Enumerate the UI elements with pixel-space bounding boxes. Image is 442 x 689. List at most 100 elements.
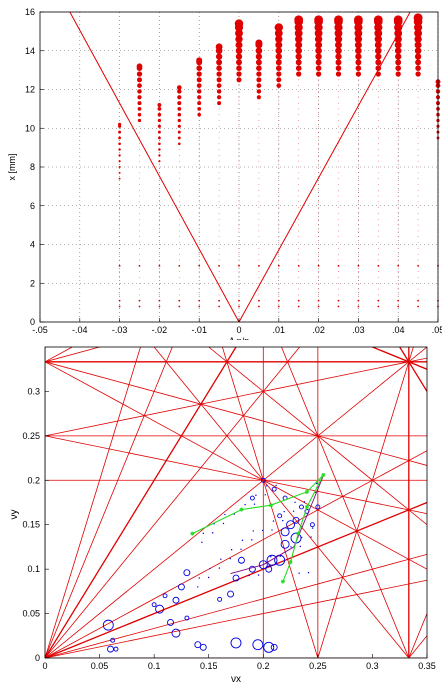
data-point <box>198 184 200 185</box>
tune-dot <box>240 548 242 550</box>
data-point <box>235 35 243 43</box>
data-point <box>338 230 339 232</box>
data-point <box>417 120 419 121</box>
data-point <box>139 149 140 150</box>
data-point <box>255 53 263 60</box>
data-point <box>178 201 180 203</box>
data-point <box>394 41 402 49</box>
data-point <box>238 236 240 238</box>
data-point <box>159 166 160 168</box>
tune-dot <box>271 529 273 531</box>
data-point <box>318 253 319 255</box>
data-point <box>278 143 280 145</box>
data-point <box>417 102 419 104</box>
data-point <box>417 143 419 145</box>
data-point <box>358 294 359 296</box>
data-point <box>397 207 399 209</box>
tune-dot <box>298 572 300 574</box>
data-point <box>335 53 342 60</box>
data-point <box>238 114 240 116</box>
x-tick-label: -.05 <box>32 325 48 335</box>
resonance-line <box>45 435 427 514</box>
data-point <box>119 259 120 261</box>
data-point <box>318 294 319 296</box>
data-point <box>238 137 240 139</box>
tune-dot <box>253 503 256 505</box>
data-point <box>258 108 260 110</box>
data-point <box>375 65 382 71</box>
resonance-line <box>153 347 410 658</box>
data-point <box>258 264 260 267</box>
data-point <box>298 125 300 127</box>
data-point <box>338 131 339 133</box>
tune-point <box>271 486 277 492</box>
data-point <box>334 15 343 25</box>
x-tick-label: 0.25 <box>309 661 327 671</box>
data-point <box>417 155 419 156</box>
data-point <box>196 77 202 83</box>
data-point <box>118 177 121 180</box>
data-point <box>338 218 339 220</box>
data-point <box>417 259 419 261</box>
data-point <box>397 253 399 255</box>
data-point <box>417 218 419 220</box>
data-point <box>278 96 280 98</box>
resonance-line <box>399 347 427 392</box>
data-point <box>118 299 121 302</box>
y-tick-label: 0.25 <box>22 431 40 441</box>
data-point <box>274 29 283 38</box>
data-point <box>159 259 160 261</box>
resonance-line <box>45 347 173 658</box>
data-point <box>235 53 243 60</box>
data-point <box>338 195 339 197</box>
x-tick-label: .04 <box>392 325 405 335</box>
data-point <box>238 230 240 232</box>
y-tick-label: 0.1 <box>27 564 40 574</box>
data-point <box>358 178 359 179</box>
data-point <box>119 248 120 249</box>
data-point <box>258 259 260 261</box>
tune-dot <box>257 574 260 576</box>
data-point <box>278 207 280 209</box>
data-point <box>218 137 220 139</box>
data-point <box>417 299 419 302</box>
data-point <box>417 96 419 98</box>
data-point <box>256 77 262 83</box>
tune-point <box>183 569 191 577</box>
data-point <box>119 253 120 255</box>
data-point <box>258 201 260 203</box>
data-point <box>318 195 319 197</box>
data-point <box>377 120 379 121</box>
data-point <box>216 89 222 94</box>
data-point <box>377 125 379 127</box>
data-point <box>338 178 339 179</box>
resonance-line <box>408 613 427 658</box>
tune-dot <box>282 519 284 522</box>
data-point <box>318 236 319 238</box>
data-point <box>358 242 359 243</box>
data-point <box>358 253 359 255</box>
data-point <box>159 253 160 255</box>
data-point <box>417 277 419 278</box>
data-point <box>394 29 403 38</box>
data-point <box>218 282 220 284</box>
data-point <box>196 65 203 71</box>
data-point <box>354 15 363 25</box>
tune-point <box>258 560 268 570</box>
resonance-line <box>45 450 427 658</box>
data-point <box>159 201 160 203</box>
data-point <box>377 91 379 92</box>
data-point <box>198 207 200 209</box>
data-point <box>278 125 280 127</box>
data-point <box>415 71 421 77</box>
data-point <box>318 108 319 110</box>
data-point <box>338 96 339 98</box>
data-point <box>278 166 280 168</box>
tune-dot <box>230 549 233 551</box>
data-point <box>118 160 121 163</box>
data-point <box>318 155 319 156</box>
tune-dot <box>310 536 312 538</box>
data-point <box>159 294 160 296</box>
data-point <box>397 282 399 284</box>
x-tick-label: 0.35 <box>418 661 436 671</box>
